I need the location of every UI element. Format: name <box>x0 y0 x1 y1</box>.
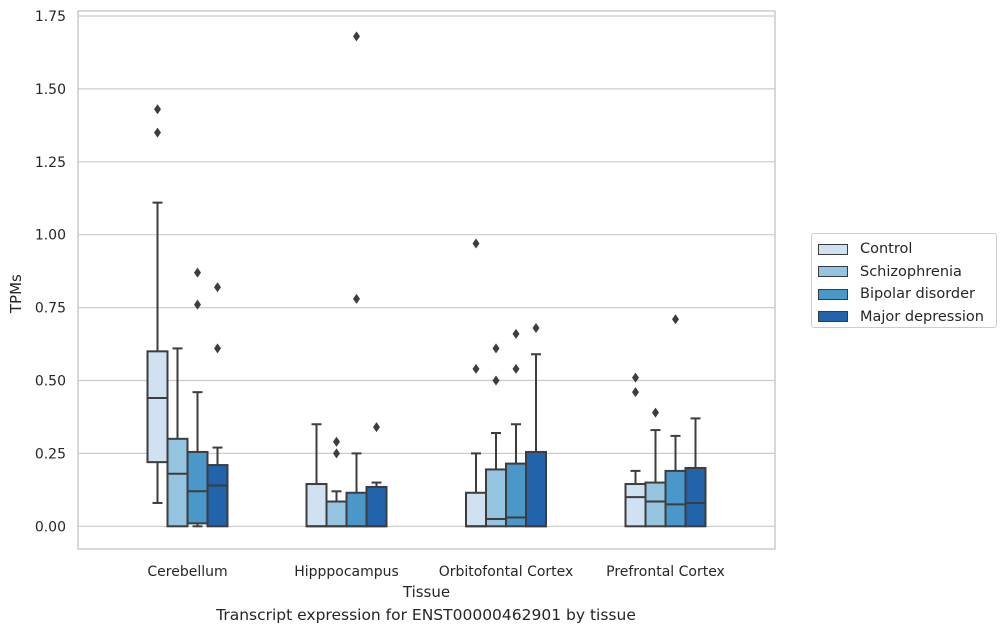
box-orbitofontal-cortex-control <box>465 238 487 528</box>
y-tick-label: 0.75 <box>35 301 66 317</box>
boxes-layer <box>146 31 707 528</box>
x-tick-label-hipppocampus: Hipppocampus <box>294 564 399 580</box>
legend-label-control: Control <box>860 241 913 258</box>
box-cerebellum-major-depression <box>206 282 229 528</box>
outlier-point <box>154 127 161 138</box>
outlier-point <box>492 375 500 386</box>
y-tick-label: 1.75 <box>35 9 66 25</box>
box-iqr <box>325 500 348 528</box>
legend-swatch-major-depression <box>818 311 848 323</box>
outlier-point <box>672 314 679 325</box>
outlier-point <box>512 363 520 374</box>
box-cerebellum-schizophrenia <box>166 347 189 528</box>
outlier-point <box>632 387 639 398</box>
box-orbitofontal-cortex-schizophrenia <box>485 343 507 528</box>
box-iqr <box>186 450 209 525</box>
outlier-point <box>652 407 659 418</box>
box-orbitofontal-cortex-bipolar-disorder <box>505 328 527 528</box>
legend-swatch-schizophrenia <box>818 266 848 278</box>
box-orbitofontal-cortex-major-depression <box>525 323 547 528</box>
box-iqr <box>166 437 189 528</box>
legend-item-control: Control <box>818 238 996 261</box>
box-hipppocampus-major-depression <box>365 422 388 528</box>
y-axis-title: TPMs <box>7 274 25 314</box>
outlier-point <box>214 343 221 354</box>
outlier-point <box>373 422 380 433</box>
x-tick-label-orbitofontal-cortex: Orbitofontal Cortex <box>439 564 574 580</box>
box-iqr <box>664 469 687 528</box>
legend-item-major-depression: Major depression <box>818 306 996 329</box>
x-axis-title: Tissue <box>402 583 450 601</box>
box-iqr <box>365 485 388 528</box>
outlier-point <box>194 299 201 310</box>
box-hipppocampus-schizophrenia <box>325 436 348 528</box>
legend-label-schizophrenia: Schizophrenia <box>860 263 962 280</box>
outlier-point <box>353 31 360 42</box>
legend-item-bipolar-disorder: Bipolar disorder <box>818 283 996 306</box>
y-tick-label: 0.00 <box>35 519 66 535</box>
y-axis-ticks: 0.00 0.25 0.50 0.75 1.00 1.25 1.50 1.75 <box>35 9 66 535</box>
box-cerebellum-bipolar-disorder <box>186 267 209 528</box>
y-tick-label: 0.50 <box>35 374 66 390</box>
box-prefrontal-cortex-bipolar-disorder <box>664 314 687 528</box>
box-prefrontal-cortex-major-depression <box>684 417 707 528</box>
outlier-point <box>492 343 500 354</box>
y-tick-label: 1.00 <box>35 228 66 244</box>
y-tick-label: 0.25 <box>35 446 66 462</box>
box-hipppocampus-control <box>305 423 328 528</box>
y-tick-label: 1.50 <box>35 82 66 98</box>
box-cerebellum-control <box>146 104 169 504</box>
outlier-point <box>472 238 480 249</box>
box-iqr <box>345 491 368 528</box>
box-iqr <box>206 464 229 528</box>
box-iqr <box>624 483 647 528</box>
plot-area-frame <box>77 10 776 550</box>
box-iqr <box>465 491 487 528</box>
legend: Control Schizophrenia Bipolar disorder M… <box>811 233 997 328</box>
outlier-point <box>632 372 639 383</box>
outlier-point <box>532 323 540 334</box>
outlier-point <box>353 293 360 304</box>
chart-caption: Transcript expression for ENST0000046290… <box>216 606 636 624</box>
x-tick-label-cerebellum: Cerebellum <box>147 564 227 580</box>
outlier-point <box>333 448 340 459</box>
legend-label-bipolar-disorder: Bipolar disorder <box>860 286 975 303</box>
box-iqr <box>305 483 328 528</box>
legend-swatch-bipolar-disorder <box>818 288 848 300</box>
outlier-point <box>512 328 520 339</box>
x-axis-ticks: Cerebellum Hipppocampus Orbitofontal Corte… <box>147 564 724 580</box>
legend-label-major-depression: Major depression <box>860 308 984 325</box>
outlier-point <box>154 104 161 115</box>
y-tick-label: 1.25 <box>35 155 66 171</box>
legend-swatch-control <box>818 243 848 255</box>
box-iqr <box>146 350 169 464</box>
x-tick-label-prefrontal-cortex: Prefrontal Cortex <box>606 564 725 580</box>
outlier-point <box>333 436 340 447</box>
box-iqr <box>684 466 707 528</box>
box-iqr <box>485 468 507 528</box>
box-hipppocampus-bipolar-disorder <box>345 31 368 528</box>
box-prefrontal-cortex-schizophrenia <box>644 407 667 528</box>
outlier-point <box>214 282 221 293</box>
box-prefrontal-cortex-control <box>624 372 647 528</box>
box-iqr <box>525 450 547 528</box>
outlier-point <box>194 267 201 278</box>
outlier-point <box>472 363 480 374</box>
box-iqr <box>644 481 667 528</box>
legend-item-schizophrenia: Schizophrenia <box>818 261 996 284</box>
